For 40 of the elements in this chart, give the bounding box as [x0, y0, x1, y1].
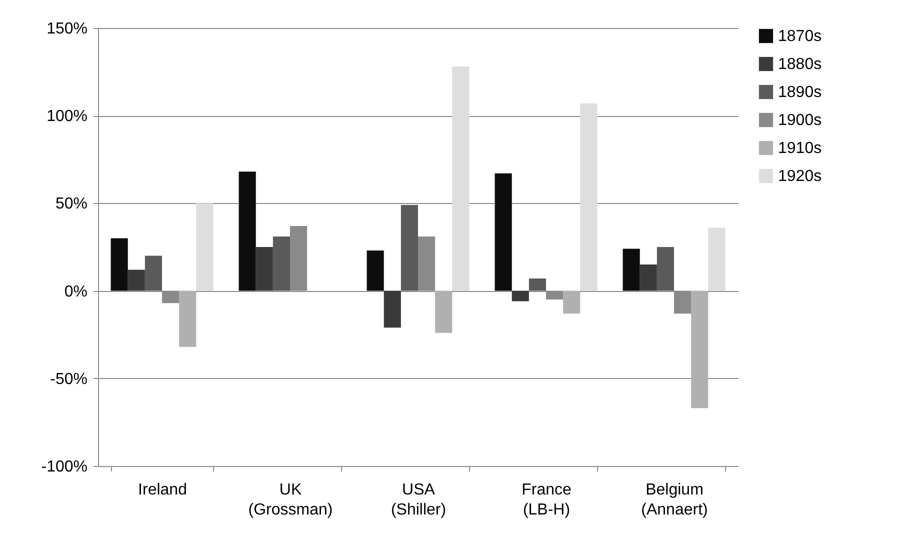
legend-label: 1870s	[778, 28, 822, 45]
legend-label: 1880s	[778, 56, 822, 73]
bar	[272, 236, 290, 291]
bar	[238, 172, 256, 291]
bar	[656, 247, 674, 291]
y-tick-label: -100%	[41, 458, 88, 476]
bar	[110, 238, 128, 291]
y-tick-label: 100%	[46, 108, 88, 126]
y-tick-label: 50%	[55, 196, 88, 213]
y-tick-label: 0%	[64, 283, 88, 300]
bar	[512, 290, 529, 302]
bar	[452, 66, 470, 291]
bar	[435, 290, 452, 333]
bar	[128, 270, 145, 291]
bar	[400, 204, 418, 291]
bar	[179, 290, 196, 347]
bar	[691, 290, 708, 408]
bar	[528, 278, 546, 291]
bar	[196, 203, 214, 291]
bar	[144, 256, 162, 291]
bar	[494, 173, 512, 291]
bar	[580, 103, 598, 291]
x-tick-label: USA (Shiller)	[390, 482, 446, 518]
y-tick-label: 150%	[46, 20, 88, 38]
y-tick-label: -50%	[50, 370, 88, 388]
bar	[622, 248, 640, 291]
legend-label: 1910s	[778, 140, 822, 157]
bar	[256, 247, 273, 291]
legend-label: 1890s	[778, 84, 822, 101]
x-tick-label: Belgium (Annaert)	[641, 482, 708, 518]
x-tick-label: France (LB-H)	[522, 482, 572, 518]
bar	[384, 290, 401, 328]
bar	[708, 228, 726, 291]
legend-label: 1900s	[778, 112, 822, 129]
bar	[366, 250, 384, 291]
bar	[563, 290, 580, 314]
x-tick-label: Ireland	[138, 482, 187, 498]
legend-label: 1920s	[778, 168, 822, 185]
bar	[640, 264, 657, 291]
x-tick-label: UK (Grossman)	[248, 482, 333, 518]
